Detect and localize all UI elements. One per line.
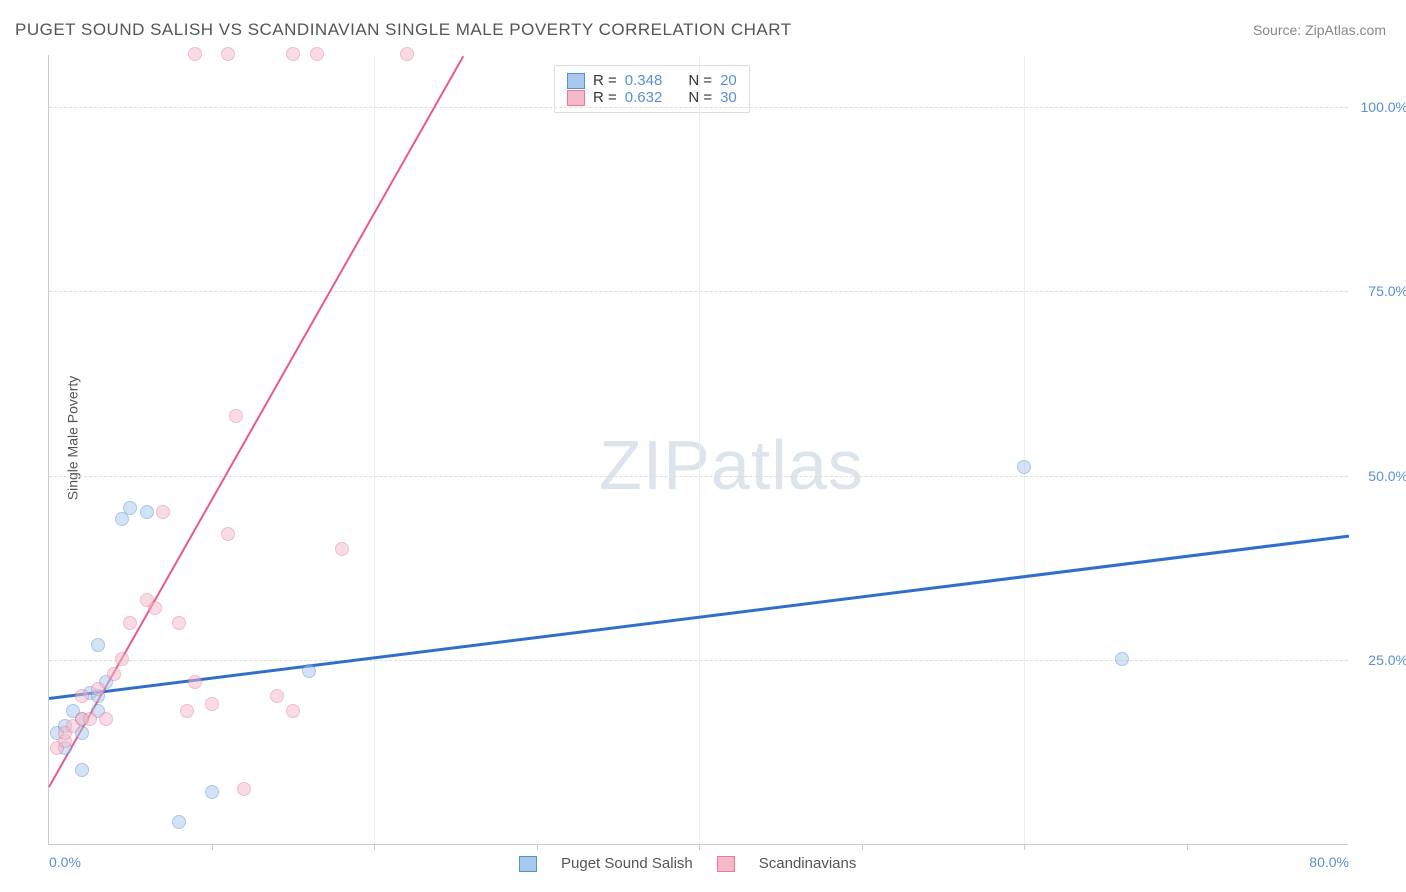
y-tick-label: 50.0% xyxy=(1368,468,1406,484)
data-point xyxy=(221,47,235,61)
legend-r-label: R = xyxy=(593,89,617,106)
legend-n-label: N = xyxy=(688,72,712,89)
source-attribution: Source: ZipAtlas.com xyxy=(1253,22,1386,38)
data-point xyxy=(99,712,113,726)
gridline-v xyxy=(1024,55,1025,844)
data-point xyxy=(156,505,170,519)
data-point xyxy=(123,501,137,515)
x-minor-tick xyxy=(699,844,700,850)
legend-swatch xyxy=(717,856,735,872)
watermark-zip: ZIP xyxy=(599,426,711,504)
legend-swatch xyxy=(567,90,585,106)
data-point xyxy=(180,704,194,718)
gridline-v xyxy=(374,55,375,844)
data-point xyxy=(91,682,105,696)
legend-r-value: 0.632 xyxy=(625,89,663,106)
legend-r-label: R = xyxy=(593,72,617,89)
data-point xyxy=(91,638,105,652)
data-point xyxy=(400,47,414,61)
x-minor-tick xyxy=(1024,844,1025,850)
data-point xyxy=(107,667,121,681)
legend-n-value: 20 xyxy=(720,72,737,89)
x-minor-tick xyxy=(374,844,375,850)
gridline-v xyxy=(699,55,700,844)
x-tick-label: 0.0% xyxy=(49,854,81,870)
data-point xyxy=(148,601,162,615)
data-point xyxy=(270,689,284,703)
series-legend: Puget Sound Salish Scandinavians xyxy=(519,855,856,872)
data-point xyxy=(205,697,219,711)
legend-series-label: Scandinavians xyxy=(759,855,857,872)
stats-legend-row: R = 0.348 N = 20 xyxy=(567,72,737,89)
data-point xyxy=(140,505,154,519)
chart-title: PUGET SOUND SALISH VS SCANDINAVIAN SINGL… xyxy=(15,20,792,40)
legend-swatch xyxy=(519,856,537,872)
data-point xyxy=(188,675,202,689)
data-point xyxy=(302,664,316,678)
y-tick-label: 25.0% xyxy=(1368,652,1406,668)
x-minor-tick xyxy=(1187,844,1188,850)
data-point xyxy=(286,47,300,61)
watermark: ZIPatlas xyxy=(599,425,864,505)
plot-area: ZIPatlas R =0.348N =20R =0.632N =30 Puge… xyxy=(48,55,1348,845)
data-point xyxy=(310,47,324,61)
data-point xyxy=(1017,460,1031,474)
data-point xyxy=(221,527,235,541)
data-point xyxy=(172,815,186,829)
data-point xyxy=(115,652,129,666)
data-point xyxy=(1115,652,1129,666)
data-point xyxy=(188,47,202,61)
data-point xyxy=(335,542,349,556)
legend-n-value: 30 xyxy=(720,89,737,106)
watermark-atlas: atlas xyxy=(711,426,864,504)
data-point xyxy=(75,689,89,703)
legend-series-label: Puget Sound Salish xyxy=(561,855,693,872)
legend-n-label: N = xyxy=(688,89,712,106)
x-minor-tick xyxy=(212,844,213,850)
data-point xyxy=(123,616,137,630)
x-minor-tick xyxy=(537,844,538,850)
data-point xyxy=(172,616,186,630)
legend-swatch xyxy=(567,73,585,89)
y-tick-label: 100.0% xyxy=(1361,99,1406,115)
data-point xyxy=(205,785,219,799)
data-point xyxy=(83,712,97,726)
y-tick-label: 75.0% xyxy=(1368,283,1406,299)
x-minor-tick xyxy=(862,844,863,850)
x-tick-label: 80.0% xyxy=(1309,854,1349,870)
data-point xyxy=(237,782,251,796)
data-point xyxy=(75,763,89,777)
data-point xyxy=(229,409,243,423)
legend-r-value: 0.348 xyxy=(625,72,663,89)
data-point xyxy=(286,704,300,718)
stats-legend-row: R = 0.632 N = 30 xyxy=(567,89,737,106)
